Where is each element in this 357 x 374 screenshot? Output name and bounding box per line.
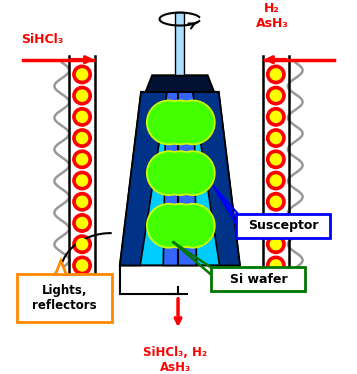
Circle shape <box>76 90 87 101</box>
Polygon shape <box>120 92 240 266</box>
Text: Si wafer: Si wafer <box>230 273 287 286</box>
Circle shape <box>171 203 215 248</box>
FancyBboxPatch shape <box>211 267 305 291</box>
Circle shape <box>267 193 285 211</box>
Circle shape <box>270 132 281 144</box>
Circle shape <box>267 129 285 147</box>
Circle shape <box>267 86 285 105</box>
Circle shape <box>76 175 87 186</box>
Circle shape <box>172 102 213 143</box>
Circle shape <box>172 205 213 246</box>
FancyBboxPatch shape <box>236 214 330 238</box>
Text: SiHCl₃: SiHCl₃ <box>21 33 64 46</box>
Polygon shape <box>193 92 240 266</box>
Circle shape <box>76 111 87 122</box>
Polygon shape <box>55 261 66 275</box>
Circle shape <box>267 171 285 190</box>
Circle shape <box>158 203 202 248</box>
Circle shape <box>73 150 91 169</box>
Circle shape <box>76 154 87 165</box>
Circle shape <box>73 171 91 190</box>
Circle shape <box>270 260 281 271</box>
Circle shape <box>270 69 281 80</box>
FancyBboxPatch shape <box>17 274 112 322</box>
Circle shape <box>158 100 202 144</box>
Circle shape <box>270 217 281 229</box>
Circle shape <box>73 65 91 84</box>
Circle shape <box>160 102 200 143</box>
Circle shape <box>149 205 189 246</box>
Circle shape <box>267 235 285 254</box>
Text: Susceptor: Susceptor <box>248 219 318 232</box>
Circle shape <box>73 214 91 232</box>
Circle shape <box>267 150 285 169</box>
Circle shape <box>149 102 189 143</box>
Circle shape <box>270 175 281 186</box>
Circle shape <box>147 100 191 144</box>
Circle shape <box>267 65 285 84</box>
Circle shape <box>149 153 189 193</box>
Circle shape <box>267 108 285 126</box>
Circle shape <box>73 129 91 147</box>
Circle shape <box>73 86 91 105</box>
Circle shape <box>76 132 87 144</box>
Circle shape <box>76 260 87 271</box>
Circle shape <box>270 111 281 122</box>
Circle shape <box>73 108 91 126</box>
Circle shape <box>171 151 215 195</box>
Circle shape <box>73 256 91 275</box>
Text: H₂
AsH₃: H₂ AsH₃ <box>256 2 288 30</box>
Circle shape <box>270 90 281 101</box>
Circle shape <box>160 205 200 246</box>
Circle shape <box>76 217 87 229</box>
Circle shape <box>76 239 87 250</box>
Circle shape <box>147 151 191 195</box>
Polygon shape <box>163 92 196 266</box>
Circle shape <box>270 196 281 207</box>
Circle shape <box>267 256 285 275</box>
Circle shape <box>147 203 191 248</box>
Circle shape <box>73 193 91 211</box>
Circle shape <box>76 196 87 207</box>
Circle shape <box>270 154 281 165</box>
Circle shape <box>160 153 200 193</box>
Circle shape <box>270 239 281 250</box>
Polygon shape <box>120 92 167 266</box>
Text: Lights,
reflectors: Lights, reflectors <box>32 284 97 312</box>
Polygon shape <box>146 75 214 92</box>
Circle shape <box>76 69 87 80</box>
Circle shape <box>172 153 213 193</box>
Circle shape <box>171 100 215 144</box>
Circle shape <box>267 214 285 232</box>
Circle shape <box>158 151 202 195</box>
Circle shape <box>73 235 91 254</box>
Text: SiHCl₃, H₂
AsH₃: SiHCl₃, H₂ AsH₃ <box>143 346 207 374</box>
Bar <box>175 12 185 75</box>
